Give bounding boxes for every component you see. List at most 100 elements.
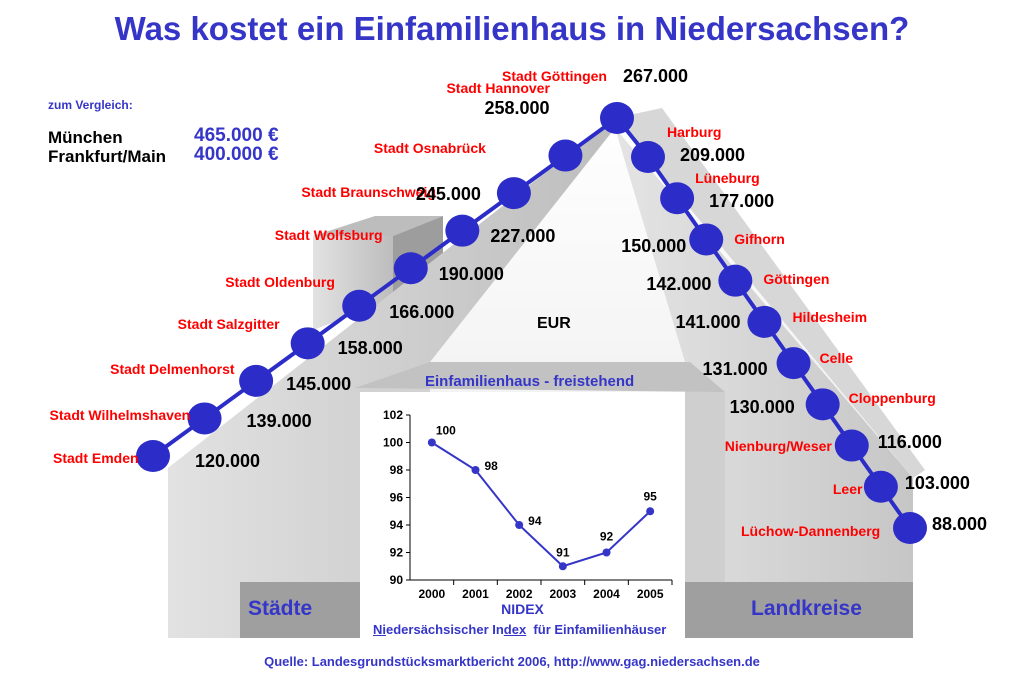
price-dot-stadt-hannover bbox=[548, 139, 583, 172]
price-dot-stadt-wilhelmshaven bbox=[187, 402, 222, 435]
comparison-city-frankfurt: Frankfurt/Main bbox=[48, 147, 167, 166]
price-label-stadt-braunschweig: 227.000 bbox=[490, 226, 556, 247]
nidex-y-tick-label: 90 bbox=[390, 573, 404, 587]
price-label-stadt-salzgitter: 158.000 bbox=[337, 337, 403, 358]
nidex-x-tick-label: 2002 bbox=[506, 587, 533, 601]
nidex-y-tick-label: 96 bbox=[390, 491, 404, 505]
price-dot-stadt-salzgitter bbox=[290, 327, 325, 360]
nidex-x-tick-label: 2001 bbox=[462, 587, 489, 601]
place-label-stadt-delmenhorst: Stadt Delmenhorst bbox=[110, 360, 235, 377]
price-label-lk-celle: 131.000 bbox=[702, 358, 768, 379]
nidex-data-label-2002: 94 bbox=[528, 514, 542, 528]
price-dot-stadt-osnabrueck bbox=[496, 177, 531, 210]
place-label-stadt-emden: Stadt Emden bbox=[53, 450, 139, 466]
nidex-x-tick-label: 2005 bbox=[637, 587, 664, 601]
comparison-value-frankfurt: 400.000 € bbox=[194, 144, 279, 165]
right-wall bbox=[615, 128, 913, 638]
nidex-data-label-2003: 91 bbox=[556, 545, 570, 559]
price-label-lk-cloppenburg: 130.000 bbox=[729, 396, 795, 417]
place-label-lk-lueneburg: Lüneburg bbox=[695, 170, 760, 187]
nidex-y-tick-label: 92 bbox=[390, 546, 404, 560]
nidex-y-tick-label: 102 bbox=[383, 408, 403, 422]
place-label-lk-gifhorn: Gifhorn bbox=[734, 231, 785, 248]
price-dot-hildesheim bbox=[747, 305, 782, 338]
price-label-lk-leer: 103.000 bbox=[904, 473, 970, 494]
nidex-data-label-2001: 98 bbox=[485, 459, 499, 473]
place-label-stadt-braunschweig: Stadt Braunschweig bbox=[301, 183, 436, 200]
place-label-stadt-hannover: Stadt Hannover bbox=[446, 79, 550, 96]
place-label-lk-nienburg-weser: Nienburg/Weser bbox=[724, 437, 832, 454]
comparison-city-muenchen: München bbox=[48, 128, 123, 147]
price-dot-stadt-emden bbox=[136, 440, 170, 472]
comparison-heading: zum Vergleich: bbox=[48, 98, 133, 112]
price-dot-stadt-wolfsburg bbox=[393, 252, 428, 285]
place-label-lk-goettingen: Göttingen bbox=[763, 270, 830, 287]
nidex-point-2001 bbox=[471, 466, 480, 474]
price-label-lk-nienburg-weser: 116.000 bbox=[877, 432, 942, 453]
section-label-landkreise: Landkreise bbox=[751, 597, 862, 620]
place-label-stadt-osnabrueck: Stadt Osnabrück bbox=[373, 140, 486, 157]
price-dot-luechow-dannenberg bbox=[893, 512, 927, 544]
price-label-stadt-goettingen: 267.000 bbox=[623, 65, 689, 86]
price-label-lk-gifhorn: 150.000 bbox=[621, 235, 687, 256]
price-dot-nienburg-weser bbox=[834, 429, 869, 462]
price-dot-cloppenburg bbox=[805, 388, 840, 421]
nidex-y-tick-label: 94 bbox=[390, 518, 404, 532]
unit-label: EUR bbox=[537, 315, 571, 332]
nidex-chart-title: Einfamilienhaus - freistehend bbox=[425, 373, 635, 390]
price-dot-stadt-oldenburg bbox=[342, 289, 377, 322]
place-label-stadt-oldenburg: Stadt Oldenburg bbox=[225, 273, 335, 290]
nidex-x-tick-label: 2003 bbox=[549, 587, 576, 601]
price-label-stadt-oldenburg: 166.000 bbox=[389, 302, 455, 323]
nidex-point-2005 bbox=[646, 507, 655, 516]
price-dots bbox=[136, 102, 927, 544]
place-label-stadt-wilhelmshaven: Stadt Wilhelmshaven bbox=[49, 407, 191, 424]
price-dot-gifhorn bbox=[689, 223, 724, 256]
nidex-y-tick-label: 98 bbox=[390, 463, 404, 477]
nidex-data-label-2004: 92 bbox=[600, 530, 614, 544]
price-label-lk-lueneburg: 177.000 bbox=[709, 190, 775, 211]
nidex-x-tick-label: 2000 bbox=[418, 587, 445, 601]
place-label-lk-harburg: Harburg bbox=[667, 124, 722, 140]
nidex-desc-part-2: edersächsischer In bbox=[386, 622, 504, 637]
place-label-lk-celle: Celle bbox=[819, 350, 854, 367]
price-label-stadt-osnabrueck: 245.000 bbox=[415, 183, 481, 204]
nidex-data-label-2000: 100 bbox=[436, 424, 456, 438]
price-dot-celle bbox=[776, 347, 811, 380]
page-title: Was kostet ein Einfamilienhaus in Nieder… bbox=[114, 10, 910, 47]
place-label-lk-luechow-dannenberg: Lüchow-Dannenberg bbox=[741, 523, 881, 539]
place-label-lk-leer: Leer bbox=[832, 480, 863, 497]
nidex-x-tick-label: 2004 bbox=[593, 587, 620, 601]
place-label-stadt-goettingen: Stadt Göttingen bbox=[502, 68, 607, 84]
price-label-stadt-delmenhorst: 145.000 bbox=[286, 374, 352, 395]
price-dot-goettingen bbox=[718, 264, 753, 297]
nidex-label: NIDEX bbox=[501, 601, 544, 617]
price-label-lk-goettingen: 142.000 bbox=[646, 274, 712, 295]
nidex-point-2000 bbox=[427, 438, 436, 447]
price-dot-lueneburg bbox=[660, 182, 695, 215]
place-label-stadt-wolfsburg: Stadt Wolfsburg bbox=[274, 227, 383, 244]
price-dot-harburg bbox=[631, 141, 665, 173]
price-label-stadt-emden: 120.000 bbox=[195, 450, 261, 471]
place-label-lk-cloppenburg: Cloppenburg bbox=[848, 390, 936, 407]
price-label-stadt-wilhelmshaven: 139.000 bbox=[246, 410, 312, 431]
price-dot-stadt-goettingen bbox=[600, 102, 634, 134]
comparison-value-muenchen: 465.000 € bbox=[194, 125, 279, 146]
nidex-point-2002 bbox=[515, 521, 524, 529]
place-label-stadt-salzgitter: Stadt Salzgitter bbox=[177, 316, 280, 333]
nidex-y-tick-label: 100 bbox=[383, 436, 403, 450]
price-dot-stadt-delmenhorst bbox=[239, 364, 274, 397]
nidex-chart: 90 92 94 96 98 100 102 2000 2001 2002 2003 2004 2005… bbox=[383, 408, 673, 601]
nidex-point-2004 bbox=[602, 548, 611, 557]
nidex-point-2003 bbox=[558, 562, 567, 571]
price-dot-leer bbox=[863, 470, 898, 503]
nidex-desc-part-1: Ni bbox=[373, 622, 386, 637]
price-label-stadt-wolfsburg: 190.000 bbox=[438, 263, 504, 284]
source-note: Quelle: Landesgrundstücksmarktbericht 20… bbox=[264, 654, 760, 669]
door-lintel bbox=[355, 362, 725, 392]
price-label-lk-harburg: 209.000 bbox=[680, 144, 746, 165]
price-label-lk-hildesheim: 141.000 bbox=[675, 312, 741, 333]
price-label-lk-luechow-dannenberg: 88.000 bbox=[932, 513, 988, 534]
nidex-desc-part-4: für Einfamilienhäuser bbox=[526, 622, 667, 637]
